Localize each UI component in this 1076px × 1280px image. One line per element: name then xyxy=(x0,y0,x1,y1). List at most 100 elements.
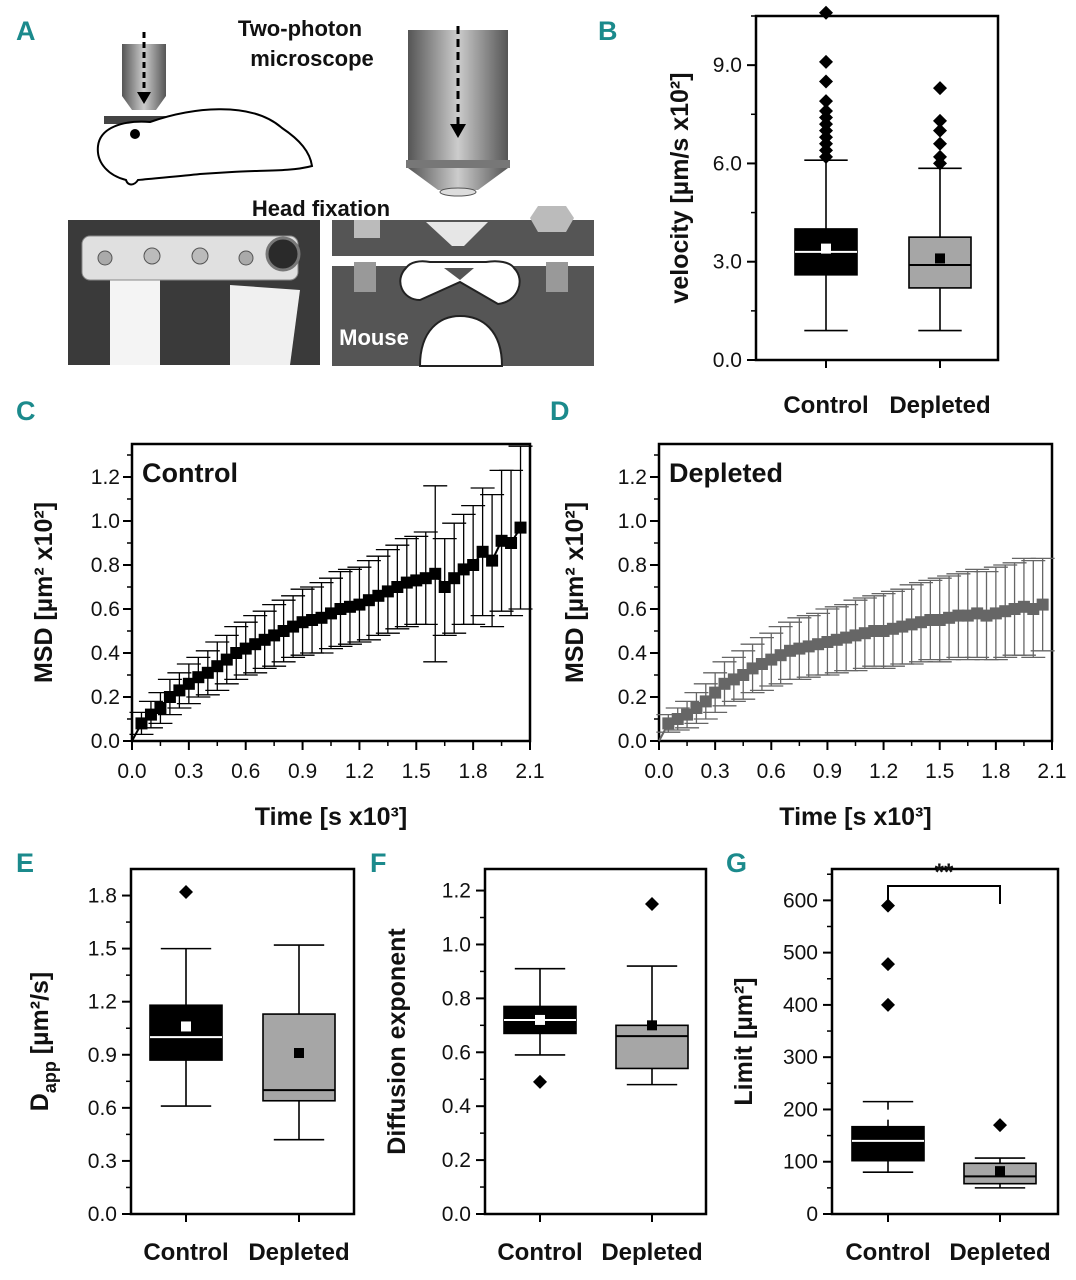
y-tick-label: 0.8 xyxy=(618,554,647,577)
y-tick-label: 0.2 xyxy=(91,686,120,709)
y-tick-label: 0.3 xyxy=(88,1150,117,1173)
data-point xyxy=(334,603,347,615)
y-axis-title: MSD [µm² x10²] xyxy=(561,502,589,683)
x-tick-label: 1.8 xyxy=(981,760,1010,783)
category-label: Depleted xyxy=(248,1239,349,1266)
y-tick-label: 0.6 xyxy=(618,598,647,621)
outlier-point xyxy=(933,123,947,138)
data-point xyxy=(1017,600,1030,613)
y-tick-label: 1.2 xyxy=(618,466,647,489)
data-point xyxy=(802,640,815,653)
plot-frame xyxy=(129,867,356,1216)
x-tick-label: 1.5 xyxy=(925,760,954,783)
data-point xyxy=(980,609,993,622)
data-point xyxy=(220,653,233,666)
y-tick-label: 0.8 xyxy=(442,987,471,1010)
data-point xyxy=(268,629,281,642)
dapp-box-chart: 0.0 0.3 0.6 0.9 1.2 1.5 1.8 Dapp [µm²/s] Control… xyxy=(26,867,356,1266)
y-tick-label: 0.4 xyxy=(618,642,648,665)
schematic-title-line1: Two-photon xyxy=(238,16,362,41)
mean-marker xyxy=(294,1048,304,1058)
outlier-point xyxy=(819,5,833,20)
data-point xyxy=(671,713,684,725)
panel-g: G 0 100 200 300 400 500 600 Limit [µm²] Control D… xyxy=(726,848,1060,1266)
panel-label-f: F xyxy=(370,848,387,878)
y-tick-label: 300 xyxy=(783,1046,818,1069)
outlier-point xyxy=(645,897,659,912)
y-axis-title-rest: [µm²/s] xyxy=(26,972,54,1061)
data-point xyxy=(755,658,768,670)
velocity-box-chart: 0.0 3.0 6.0 9.0 velocity [µm/s x10²] Control D… xyxy=(666,5,1000,419)
x-tick-label: 0.6 xyxy=(231,760,260,783)
data-point xyxy=(765,653,778,666)
y-tick-label: 9.0 xyxy=(713,54,742,77)
panel-label-g: G xyxy=(726,848,747,878)
data-point xyxy=(201,666,214,679)
data-point xyxy=(325,607,337,620)
data-point xyxy=(868,625,881,637)
mouse-stage-diagram: Mouse xyxy=(332,206,594,367)
data-point xyxy=(690,702,703,714)
y-axis-title-sub: app xyxy=(40,1061,60,1093)
data-point xyxy=(144,708,157,721)
plot-frame xyxy=(830,867,1060,1216)
head-fixation-label: Head fixation xyxy=(252,196,390,221)
y-tick-label: 500 xyxy=(783,942,818,965)
data-point xyxy=(718,677,731,690)
plot-frame xyxy=(754,14,1000,362)
y-axis-title: MSD [µm² x10²] xyxy=(30,502,58,683)
data-point xyxy=(287,620,300,633)
data-point xyxy=(306,614,319,626)
data-point xyxy=(429,567,442,580)
category-label: Control xyxy=(783,392,868,419)
outlier-point xyxy=(933,136,947,151)
inset-label: Control xyxy=(142,458,238,488)
data-point xyxy=(192,671,205,684)
data-point xyxy=(457,563,470,576)
y-tick-label: 0.0 xyxy=(91,730,120,753)
y-tick-label: 600 xyxy=(783,889,818,912)
data-point xyxy=(830,633,843,646)
y-axis-title: Dapp [µm²/s] xyxy=(26,972,60,1111)
msd-depleted-chart: 0.0 0.3 0.6 0.9 1.2 1.5 1.8 2.1 0.0 0.2 0.4 0.6 0.8 1… xyxy=(561,442,1067,831)
data-point xyxy=(1036,598,1049,611)
data-point xyxy=(858,627,871,640)
data-point xyxy=(709,686,722,699)
data-point xyxy=(154,702,167,714)
data-point xyxy=(514,521,527,534)
category-label: Depleted xyxy=(889,392,990,419)
data-point xyxy=(812,638,825,651)
data-point xyxy=(249,638,262,651)
data-point xyxy=(840,631,853,644)
inset-label: Depleted xyxy=(669,458,783,488)
y-tick-label: 1.2 xyxy=(88,991,117,1014)
x-tick-label: 2.1 xyxy=(515,760,544,783)
data-point xyxy=(999,605,1012,618)
data-point xyxy=(391,581,404,593)
data-point xyxy=(277,625,290,637)
box-control xyxy=(149,1004,223,1061)
x-tick-label: 1.2 xyxy=(345,760,374,783)
data-point xyxy=(467,559,480,571)
data-point xyxy=(173,684,186,697)
y-tick-label: 0.4 xyxy=(442,1095,472,1118)
y-tick-label: 0.0 xyxy=(442,1203,471,1226)
x-tick-label: 0.6 xyxy=(757,760,786,783)
outlier-point xyxy=(881,898,895,913)
y-axis-title: Diffusion exponent xyxy=(383,928,411,1155)
mean-marker xyxy=(821,243,831,254)
category-label: Control xyxy=(845,1239,930,1266)
data-point xyxy=(135,717,148,730)
x-tick-label: 0.3 xyxy=(701,760,730,783)
panel-label-d: D xyxy=(550,396,570,426)
data-point xyxy=(915,616,927,629)
data-point xyxy=(182,677,195,690)
y-axis-title-main: D xyxy=(26,1093,54,1111)
category-label: Depleted xyxy=(601,1239,702,1266)
y-tick-label: 0.8 xyxy=(91,554,120,577)
panel-label-c: C xyxy=(16,396,36,426)
x-tick-label: 0.9 xyxy=(288,760,317,783)
outlier-point xyxy=(933,149,947,164)
msd-control-chart: 0.0 0.3 0.6 0.9 1.2 1.5 1.8 2.1 0.0 0.2 0.4 0.6 0.8 1… xyxy=(30,442,545,831)
